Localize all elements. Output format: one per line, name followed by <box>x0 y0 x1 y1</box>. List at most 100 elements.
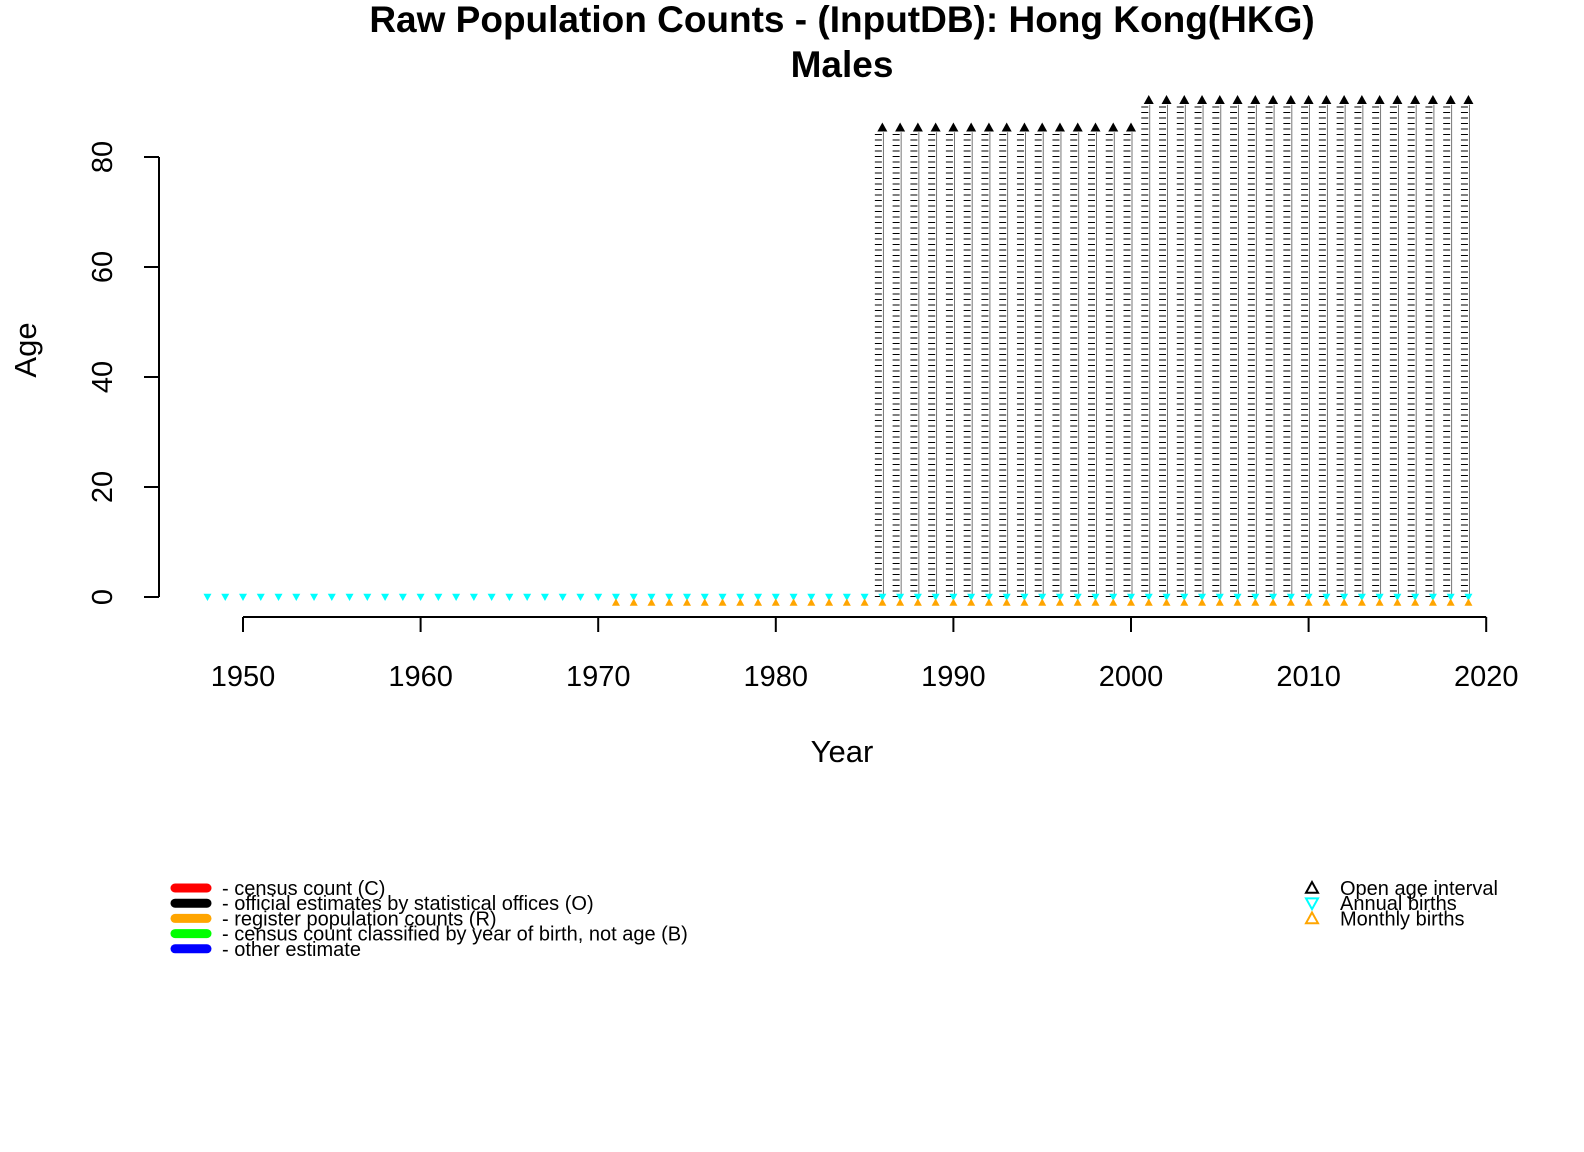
monthly-birth-marker-1972 <box>629 598 638 606</box>
annual-birth-marker-1960 <box>416 593 425 601</box>
monthly-birth-marker-2014 <box>1375 598 1384 606</box>
open-age-marker-1998 <box>1090 122 1101 132</box>
x-tick-label-1980: 1980 <box>744 661 809 693</box>
annual-birth-marker-2010 <box>1304 593 1313 601</box>
annual-birth-marker-1985 <box>860 593 869 601</box>
annual-birth-marker-1954 <box>310 593 319 601</box>
monthly-birth-marker-1991 <box>967 598 976 606</box>
legend-label-3: - census count classified by year of bir… <box>222 924 688 946</box>
legend-symbol-0 <box>1304 879 1320 894</box>
annual-birth-marker-1997 <box>1073 593 1082 601</box>
open-age-marker-2012 <box>1339 95 1350 104</box>
annual-birth-marker-1979 <box>754 593 763 601</box>
y-tick-label-40: 40 <box>87 361 119 393</box>
annual-birth-marker-1959 <box>398 593 407 601</box>
annual-birth-marker-1992 <box>984 593 993 601</box>
monthly-birth-marker-1982 <box>807 598 816 606</box>
monthly-birth-marker-2000 <box>1127 598 1135 606</box>
open-age-marker-2011 <box>1321 95 1332 104</box>
annual-birth-marker-1982 <box>807 593 816 601</box>
annual-birth-marker-1973 <box>647 593 656 601</box>
annual-birth-marker-1989 <box>931 593 940 601</box>
annual-birth-marker-1963 <box>469 593 478 601</box>
annual-birth-marker-1961 <box>434 593 443 601</box>
open-age-marker-2002 <box>1161 95 1172 104</box>
open-age-marker-2017 <box>1427 95 1438 104</box>
annual-birth-marker-1978 <box>736 593 745 601</box>
monthly-birth-marker-2011 <box>1322 598 1331 606</box>
annual-birth-marker-1951 <box>256 593 265 601</box>
chart-subtitle: Males <box>791 44 894 85</box>
y-tick-label-80: 80 <box>87 141 119 173</box>
annual-birth-marker-2012 <box>1340 593 1349 601</box>
legend-symbol-label-0: Open age interval <box>1340 878 1498 900</box>
monthly-birth-marker-2005 <box>1215 598 1224 606</box>
annual-birth-marker-1993 <box>1002 593 1011 601</box>
annual-birth-marker-1998 <box>1091 593 1100 601</box>
open-age-marker-1988 <box>912 122 923 132</box>
annual-birth-marker-2004 <box>1198 593 1207 601</box>
monthly-birth-marker-1999 <box>1109 598 1118 606</box>
plot-marks <box>203 95 1474 606</box>
x-tick-label-2000: 2000 <box>1099 661 1164 693</box>
open-age-marker-2000 <box>1126 122 1136 132</box>
open-age-marker-2007 <box>1250 95 1261 104</box>
y-tick-label-20: 20 <box>87 471 119 503</box>
open-age-marker-2004 <box>1197 95 1208 104</box>
annual-birth-marker-1962 <box>452 593 461 601</box>
annual-birth-marker-1974 <box>665 593 674 601</box>
monthly-birth-marker-2008 <box>1269 598 1278 606</box>
chart-title: Raw Population Counts - (InputDB): Hong … <box>369 0 1314 40</box>
open-age-marker-2001 <box>1143 95 1154 104</box>
annual-birth-marker-2009 <box>1286 593 1295 601</box>
monthly-birth-marker-1994 <box>1020 598 1029 606</box>
legend-label-2: - register population counts (R) <box>222 908 497 930</box>
annual-birth-marker-1988 <box>913 593 922 601</box>
monthly-birth-marker-1990 <box>949 598 958 606</box>
monthly-birth-marker-1975 <box>683 598 691 606</box>
annual-birth-marker-2000 <box>1127 593 1135 601</box>
monthly-birth-marker-1983 <box>825 598 834 606</box>
annual-birth-marker-1986 <box>878 593 887 601</box>
open-age-marker-1986 <box>877 122 888 132</box>
monthly-birth-marker-1987 <box>896 598 905 606</box>
legend-label-0: - census count (C) <box>222 878 385 900</box>
monthly-birth-marker-1995 <box>1038 598 1047 606</box>
open-age-marker-2003 <box>1179 95 1190 104</box>
legend-symbol-label-1: Annual births <box>1340 893 1457 915</box>
monthly-birth-marker-2003 <box>1180 598 1189 606</box>
monthly-birth-marker-2002 <box>1162 598 1171 606</box>
annual-birth-marker-2011 <box>1322 593 1331 601</box>
annual-birth-marker-1991 <box>967 593 976 601</box>
monthly-birth-marker-2010 <box>1304 598 1313 606</box>
y-axis-title: Age <box>8 322 43 377</box>
monthly-birth-marker-1997 <box>1073 598 1082 606</box>
annual-birth-marker-1968 <box>558 593 567 601</box>
legend-label-4: - other estimate <box>222 939 361 961</box>
annual-birth-marker-1948 <box>203 593 212 601</box>
open-age-marker-2016 <box>1410 95 1421 104</box>
monthly-birth-marker-2017 <box>1428 598 1437 606</box>
open-age-marker-2014 <box>1374 95 1385 104</box>
legend-label-1: - official estimates by statistical offi… <box>222 893 594 915</box>
annual-birth-marker-2001 <box>1144 593 1153 601</box>
annual-birth-marker-2008 <box>1269 593 1278 601</box>
y-tick-label-0: 0 <box>87 589 119 605</box>
open-age-marker-2018 <box>1445 95 1456 104</box>
annual-birth-marker-1949 <box>221 593 230 601</box>
monthly-birth-marker-2015 <box>1393 598 1402 606</box>
annual-birth-marker-2014 <box>1375 593 1384 601</box>
legend-symbol-label-2: Monthly births <box>1340 908 1465 930</box>
annual-birth-marker-1981 <box>789 593 798 601</box>
open-age-marker-2009 <box>1285 95 1296 104</box>
annual-birth-marker-1966 <box>523 593 532 601</box>
annual-birth-marker-1953 <box>292 593 301 601</box>
monthly-birth-marker-1988 <box>913 598 922 606</box>
x-tick-label-1990: 1990 <box>921 661 986 693</box>
annual-birth-marker-2013 <box>1357 593 1366 601</box>
open-age-marker-1989 <box>930 122 941 132</box>
monthly-birth-marker-1971 <box>611 598 620 606</box>
monthly-birth-marker-1984 <box>842 598 851 606</box>
